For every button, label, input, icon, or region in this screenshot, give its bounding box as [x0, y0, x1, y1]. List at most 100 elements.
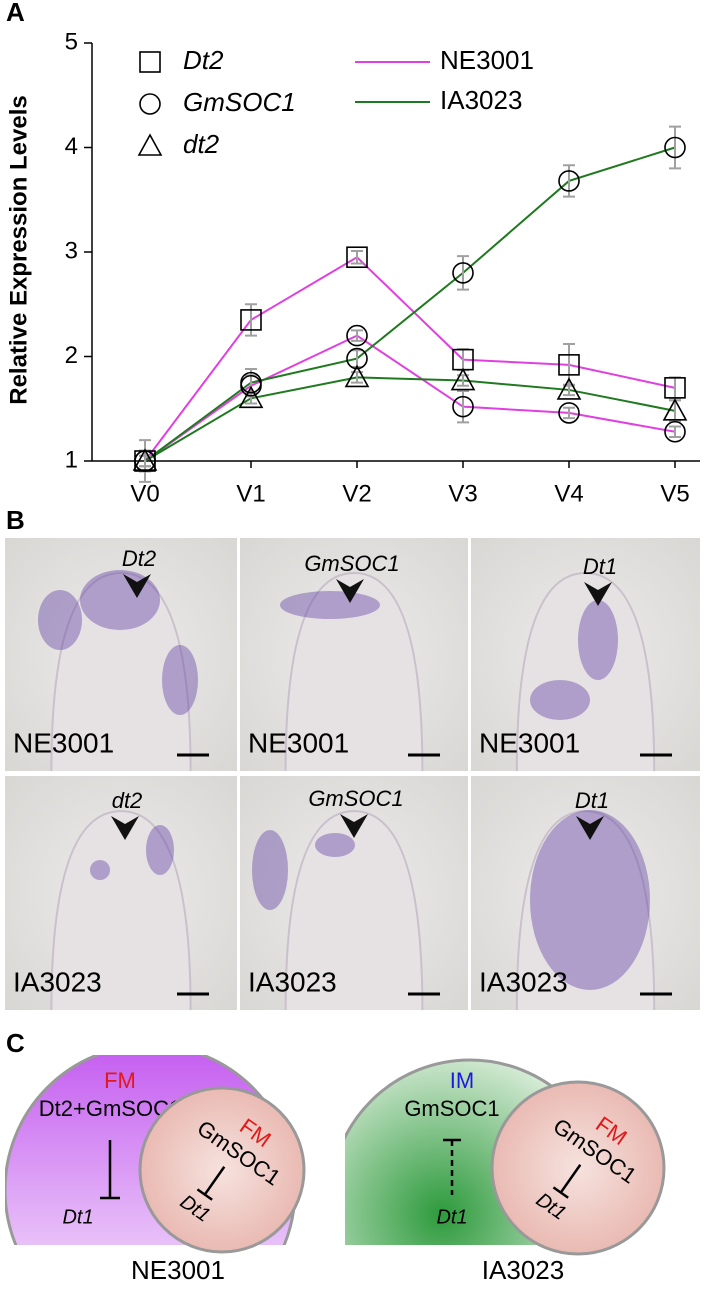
data-point	[558, 170, 580, 192]
series-line	[144, 376, 676, 462]
data-point	[132, 448, 158, 471]
tissue-outline	[50, 810, 192, 1011]
data-point	[346, 324, 368, 347]
data-point	[344, 364, 370, 388]
data-point	[558, 402, 580, 424]
y-tick-label: 1	[65, 446, 78, 473]
repression-bar	[552, 1186, 569, 1199]
stain	[162, 645, 198, 715]
series-line	[144, 255, 676, 462]
y-tick-label: 4	[65, 133, 78, 160]
line-label: IA3023	[13, 966, 102, 997]
line-label: IA3023	[248, 966, 337, 997]
arrowhead	[111, 816, 139, 840]
error-bar	[669, 425, 681, 438]
state-label: IM	[450, 1068, 474, 1093]
panel-label: C	[6, 1028, 25, 1058]
micrographs: Dt2 NE3001 GmSOC1 NE3001 Dt1 NE3001 dt2 IA3023 G…	[5, 538, 700, 1011]
gene-label: GmSOC1	[308, 786, 403, 811]
legend-label: IA3023	[440, 85, 522, 115]
line-label: IA3023	[479, 966, 568, 997]
error-bar	[563, 406, 575, 420]
error-bar	[669, 125, 681, 170]
error-bar	[245, 303, 257, 337]
panel-label: A	[6, 0, 25, 27]
y-tick-label: 5	[65, 28, 78, 55]
legend-label: Dt2	[183, 45, 224, 75]
arrowhead	[584, 582, 612, 606]
error-bar	[351, 249, 363, 265]
gene-label: Dt2+GmSOC1	[39, 1096, 181, 1121]
error-bar	[563, 164, 575, 198]
legend-label: GmSOC1	[183, 87, 296, 117]
line-label: NE3001	[479, 727, 580, 758]
tissue-outline	[284, 571, 424, 772]
series-line	[144, 146, 676, 462]
stain	[280, 591, 380, 619]
tissue-outline	[515, 810, 656, 1011]
data-point	[664, 136, 686, 159]
panel-label: B	[6, 505, 25, 535]
x-tick-label: V0	[130, 480, 159, 507]
repression-bar	[196, 1188, 213, 1201]
error-bar	[457, 255, 469, 291]
series-line	[144, 334, 676, 462]
x-tick-label: V5	[660, 480, 689, 507]
gene-label: Dt2	[122, 546, 156, 571]
stain	[530, 680, 590, 720]
arrowhead	[576, 816, 604, 840]
y-tick-label: 2	[65, 342, 78, 369]
data-point	[556, 377, 582, 400]
x-tick-label: V1	[236, 480, 265, 507]
legend-marker	[139, 93, 161, 115]
y-axis-label: Relative Expression Levels	[5, 95, 32, 405]
data-point	[238, 385, 264, 409]
gene-label: Dt1	[583, 554, 617, 579]
stain	[530, 810, 650, 990]
stain	[252, 830, 288, 910]
x-tick-label: V2	[342, 480, 371, 507]
arrowhead	[336, 579, 364, 603]
tissue-outline	[515, 571, 656, 772]
data-point	[240, 371, 262, 394]
repression-line	[559, 1164, 582, 1194]
gene-label: GmSOC1	[404, 1096, 499, 1121]
data-point	[662, 398, 688, 421]
line-label: NE3001	[248, 727, 349, 758]
legend-label: dt2	[183, 129, 220, 159]
data-point	[664, 377, 686, 399]
stain	[578, 600, 618, 680]
data-point	[664, 420, 686, 443]
data-point	[452, 395, 474, 418]
data-point	[346, 347, 368, 370]
target-label: Dt1	[436, 1206, 467, 1228]
stain	[146, 825, 174, 875]
legend-marker	[137, 133, 163, 156]
line-label: NE3001	[131, 1255, 225, 1285]
gene-label: dt2	[112, 788, 143, 813]
data-point	[558, 354, 580, 376]
repression-line	[203, 1166, 226, 1196]
y-tick-label: 3	[65, 237, 78, 264]
x-tick-label: V3	[448, 480, 477, 507]
tissue-outline	[50, 571, 192, 772]
data-point	[346, 246, 368, 269]
model-diagrams: FMDt2+GmSOC1Dt1FMGmSOC1Dt1NE3001IMGmSOC1…	[5, 1055, 666, 1285]
tissue-outline	[284, 810, 424, 1011]
gene-label: Dt1	[575, 788, 609, 813]
target-label: Dt1	[62, 1206, 93, 1228]
arrowhead	[123, 574, 151, 598]
stain	[38, 590, 82, 650]
data-point	[450, 367, 476, 391]
error-bar	[351, 329, 363, 342]
legend-marker	[139, 51, 161, 73]
stain	[315, 833, 355, 857]
chart: 1 2 3 4 5 V0 V1 V2 V3 V4 V5 Dt2 GmSOC1 dt2 NE3001 IA302…	[65, 28, 700, 507]
data-point	[452, 262, 474, 284]
data-point	[240, 309, 262, 331]
gene-label: GmSOC1	[304, 551, 399, 576]
legend-label: NE3001	[440, 45, 534, 75]
